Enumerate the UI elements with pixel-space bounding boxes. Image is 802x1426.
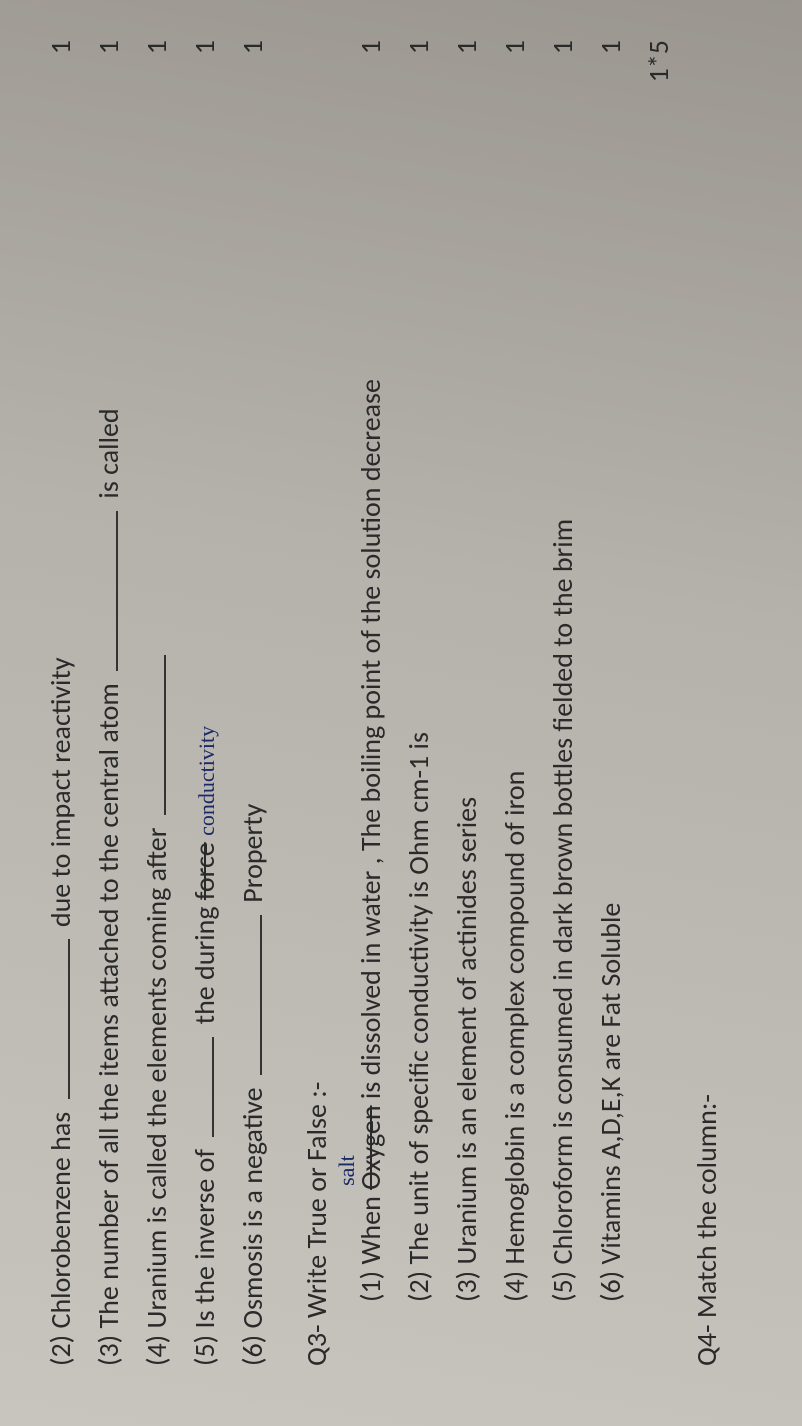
text: The unit of specific conductivity is Ohm…: [401, 732, 436, 1264]
mark: 1: [184, 40, 226, 100]
q2-item-2-text: (2) Chlorobenzene has due to impact reac…: [40, 100, 82, 1366]
q2-item-3-text: (3) The number of all the items attached…: [88, 100, 130, 1366]
mark: 1: [232, 40, 274, 100]
pre: Is the inverse of: [187, 1149, 222, 1328]
post: is called: [91, 408, 126, 498]
q2-item-4-text: (4) Uranium is called the elements comin…: [136, 100, 178, 1366]
q3-item-5: (5) Chloroform is consumed in dark brown…: [542, 40, 584, 1366]
q3-item-4-text: (4) Hemoglobin is a complex compound of …: [494, 100, 536, 1302]
mark: 1: [398, 40, 440, 100]
q2-item-2: (2) Chlorobenzene has due to impact reac…: [40, 40, 82, 1366]
handwritten-correction: conductivity: [194, 726, 219, 836]
num: (3): [449, 1271, 484, 1302]
q4-header: Q4- Match the column:-: [686, 40, 728, 1366]
pre: Osmosis is a negative: [235, 1087, 270, 1328]
q2-item-5: (5) Is the inverse of the during force c…: [184, 40, 226, 1366]
text-b: is dissolved in water , The boiling poin…: [353, 379, 388, 1099]
pre: Chlorobenzene has: [43, 1112, 78, 1329]
blank: [88, 511, 118, 671]
pre: Uranium is called the elements coming af…: [139, 828, 174, 1329]
num: (5): [545, 1271, 580, 1302]
q3-item-1-text: (1) When salt Oxygen is dissolved in wat…: [350, 100, 392, 1302]
q2-item-5-text: (5) Is the inverse of the during force c…: [184, 100, 226, 1366]
strike-word: force: [187, 842, 222, 900]
q3-item-2: (2) The unit of specific conductivity is…: [398, 40, 440, 1366]
num: (6): [235, 1335, 270, 1366]
corrected-word: salt Oxygen: [350, 1105, 392, 1189]
mark: 1: [494, 40, 536, 100]
text: Vitamins A,D,E,K are Fat Soluble: [593, 903, 628, 1265]
blank: [136, 655, 166, 815]
post: Property: [235, 804, 270, 903]
mark: 1: [136, 40, 178, 100]
q3-item-3-text: (3) Uranium is an element of actinides s…: [446, 100, 488, 1302]
q3-item-6-text: (6) Vitamins A,D,E,K are Fat Soluble: [590, 100, 632, 1302]
q3-item-3: (3) Uranium is an element of actinides s…: [446, 40, 488, 1366]
num: (1): [353, 1271, 388, 1302]
q2-item-3: (3) The number of all the items attached…: [88, 40, 130, 1366]
num: (4): [139, 1335, 174, 1366]
blank: [184, 1037, 214, 1137]
num: (2): [43, 1335, 78, 1366]
text: Uranium is an element of actinides serie…: [449, 797, 484, 1265]
q3-item-2-text: (2) The unit of specific conductivity is…: [398, 100, 440, 1302]
num: (5): [187, 1335, 222, 1366]
num: (4): [497, 1271, 532, 1302]
total-mark: 1*5: [638, 40, 680, 100]
q2-item-4: (4) Uranium is called the elements comin…: [136, 40, 178, 1366]
mark: 1: [88, 40, 130, 100]
text: Chloroform is consumed in dark brown bot…: [545, 519, 580, 1265]
q3-item-4: (4) Hemoglobin is a complex compound of …: [494, 40, 536, 1366]
blank: [40, 939, 70, 1099]
q2-item-6: (6) Osmosis is a negative Property 1: [232, 40, 274, 1366]
mark: 1: [446, 40, 488, 100]
pre: The number of all the items attached to …: [91, 683, 126, 1328]
q3-item-1: (1) When salt Oxygen is dissolved in wat…: [350, 40, 392, 1366]
mid: the during: [187, 906, 222, 1024]
mark: 1: [542, 40, 584, 100]
mark: 1: [40, 40, 82, 100]
num: (2): [401, 1271, 436, 1302]
q3-item-5-text: (5) Chloroform is consumed in dark brown…: [542, 100, 584, 1302]
handwritten-above: salt: [330, 1155, 363, 1186]
text-a: When: [353, 1196, 388, 1264]
mark: 1: [590, 40, 632, 100]
num: (6): [593, 1271, 628, 1302]
post: due to impact reactivity: [43, 657, 78, 927]
total-row: 1*5: [638, 40, 680, 1366]
blank: [232, 915, 262, 1075]
mark: 1: [350, 40, 392, 100]
q2-item-6-text: (6) Osmosis is a negative Property: [232, 100, 274, 1366]
num: (3): [91, 1335, 126, 1366]
q3-item-6: (6) Vitamins A,D,E,K are Fat Soluble 1: [590, 40, 632, 1366]
text: Hemoglobin is a complex compound of iron: [497, 771, 532, 1265]
